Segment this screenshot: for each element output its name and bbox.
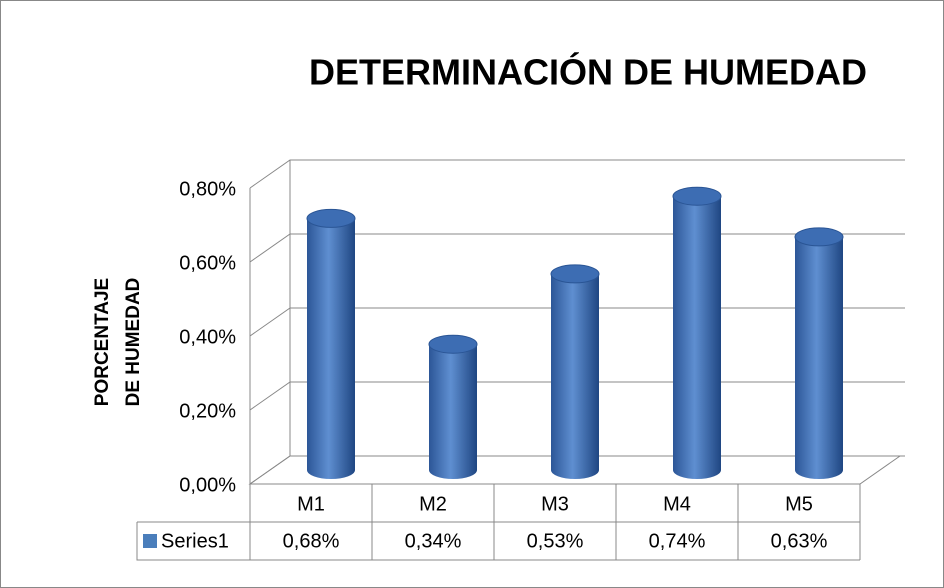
grid-line — [249, 159, 905, 189]
table-value: 0,34% — [405, 530, 462, 552]
y-tick-label: 0,40% — [179, 326, 236, 348]
y-axis-label: DE HUMEDAD — [123, 278, 144, 407]
table-value: 0,63% — [771, 530, 828, 552]
x-tick-label: M3 — [541, 493, 569, 515]
legend-swatch — [143, 534, 157, 548]
bar-top — [306, 208, 356, 228]
bar-top — [672, 186, 722, 206]
table-value: 0,53% — [527, 530, 584, 552]
y-tick-label: 0,00% — [179, 474, 236, 496]
x-tick-label: M4 — [663, 493, 691, 515]
table-value: 0,68% — [283, 530, 340, 552]
legend-label: Series1 — [161, 530, 229, 552]
bar — [673, 196, 721, 479]
bar — [795, 236, 843, 479]
y-tick-label: 0,80% — [179, 178, 236, 200]
chart-title: DETERMINACIÓN DE HUMEDAD — [309, 51, 867, 93]
bar-top — [428, 334, 478, 354]
bar — [429, 344, 477, 479]
bar-top — [550, 264, 600, 284]
x-tick-label: M2 — [419, 493, 447, 515]
x-tick-label: M1 — [297, 493, 325, 515]
bar — [551, 273, 599, 479]
y-tick-label: 0,60% — [179, 252, 236, 274]
y-axis-label: PORCENTAJE — [92, 278, 113, 406]
bar — [307, 218, 355, 479]
x-tick-label: M5 — [785, 493, 813, 515]
bar-top — [794, 227, 844, 247]
table-value: 0,74% — [649, 530, 706, 552]
y-tick-label: 0,20% — [179, 400, 236, 422]
table-grid — [136, 484, 861, 561]
